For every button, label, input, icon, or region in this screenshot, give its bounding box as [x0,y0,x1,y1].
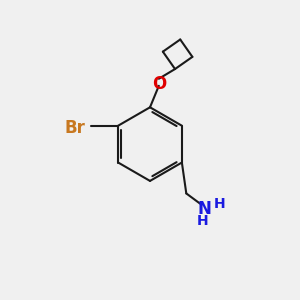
Text: Br: Br [65,119,86,137]
Text: O: O [152,75,166,93]
Text: H: H [197,214,208,227]
Text: H: H [213,197,225,211]
Text: N: N [197,200,211,218]
